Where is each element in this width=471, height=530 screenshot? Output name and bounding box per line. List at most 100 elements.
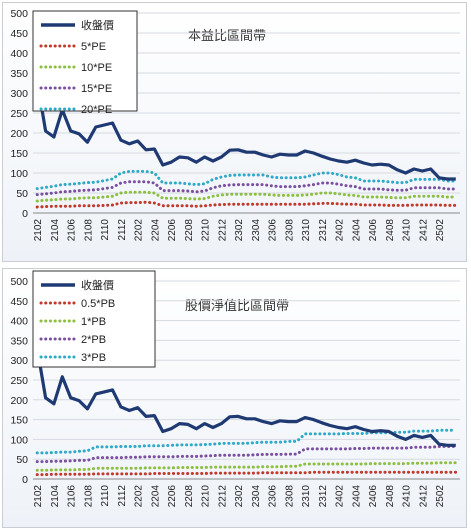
- pb-legend-box: [32, 270, 156, 368]
- pe-legend-label: 20*PE: [81, 104, 112, 116]
- pb-legend-label: 3*PB: [81, 352, 106, 364]
- pe-x-tick-label: 2412: [418, 219, 429, 242]
- pb-x-tick-label: 2502: [435, 485, 446, 508]
- pe-legend-label: 收盤價: [81, 18, 114, 32]
- pe-x-tick-label: 2410: [402, 219, 413, 242]
- pe-x-tick-label: 2110: [100, 219, 111, 241]
- pb-series-line-2: [35, 461, 458, 472]
- pe-x-tick-label: 2208: [184, 219, 195, 242]
- pe-legend: 收盤價 5*PE 10*PE 15*PE 20*PE: [32, 10, 138, 116]
- pe-x-tick-label: 2210: [201, 219, 212, 242]
- pb-y-tick-label: 50: [16, 454, 28, 466]
- pe-x-tick-label: 2212: [217, 219, 228, 242]
- pb-x-tick-label: 2206: [167, 485, 178, 508]
- pb-x-tick-label: 2310: [301, 485, 312, 508]
- pb-x-tick-label: 2112: [117, 485, 128, 507]
- pb-y-tick-label: 300: [10, 355, 28, 367]
- pb-x-tick-label: 2106: [67, 485, 78, 508]
- pe-x-tick-label: 2206: [167, 219, 178, 242]
- pe-y-tick-label: 150: [10, 148, 28, 160]
- pe-y-tick-label: 500: [10, 8, 28, 20]
- pb-x-tick-label: 2402: [335, 485, 346, 508]
- pb-x-tick-label: 2102: [33, 485, 44, 508]
- pe-series-line-4: [35, 169, 458, 191]
- pe-y-tick-label: 300: [10, 88, 28, 100]
- pe-band-chart-panel: 本益比區間帶 0 50 100 150 200 250 300 350 400 450 500 210…: [2, 2, 467, 262]
- pb-x-tick-label: 2104: [50, 485, 61, 508]
- pe-x-tick-label: 2106: [67, 219, 78, 242]
- pe-series-line-3: [35, 180, 458, 197]
- pb-series-line-1: [35, 470, 458, 477]
- pe-x-tick-label: 2112: [117, 219, 128, 241]
- pe-x-tick-label: 2204: [150, 219, 161, 242]
- pb-y-tick-label: 400: [10, 316, 28, 328]
- pe-legend-label: 15*PE: [81, 83, 112, 95]
- pb-x-tick-label: 2412: [418, 485, 429, 508]
- pe-x-tick-label: 2102: [33, 219, 44, 242]
- pb-legend-label: 0.5*PB: [81, 298, 115, 310]
- pb-y-tick-label: 100: [10, 434, 28, 446]
- pb-legend-label: 收盤價: [81, 278, 114, 292]
- pb-x-tick-label: 2410: [402, 485, 413, 508]
- pb-y-tick-label: 250: [10, 375, 28, 387]
- pe-series-line-1: [35, 200, 458, 209]
- pe-series-line-2: [35, 190, 458, 203]
- pb-x-tick-label: 2208: [184, 485, 195, 508]
- pb-y-tick-label: 450: [10, 296, 28, 308]
- pe-x-tick-label: 2302: [234, 219, 245, 242]
- pb-x-tick-label: 2404: [351, 485, 362, 508]
- pb-y-tick-label: 0: [22, 474, 28, 486]
- pe-x-tick-label: 2108: [83, 219, 94, 242]
- pb-x-tick-label: 2202: [134, 485, 145, 508]
- pe-x-tick-label: 2310: [301, 219, 312, 242]
- pb-legend-label: 1*PB: [81, 316, 106, 328]
- pb-x-tick-label: 2204: [150, 485, 161, 508]
- pe-x-tick-label: 2104: [50, 219, 61, 242]
- pb-band-chart-panel: 股價淨值比區間帶 0 50 100 150 200 250 300 350 400 450 500 2…: [2, 268, 467, 528]
- pb-x-tick-label: 2210: [201, 485, 212, 508]
- pe-legend-label: 5*PE: [81, 41, 106, 53]
- pb-y-tick-label: 500: [10, 276, 28, 288]
- pe-y-tick-label: 450: [10, 28, 28, 40]
- pe-y-tick-label: 400: [10, 48, 28, 60]
- pb-y-tick-label: 350: [10, 335, 28, 347]
- pb-y-tick-label: 150: [10, 415, 28, 427]
- pb-x-tick-label: 2110: [100, 485, 111, 507]
- pe-y-tick-label: 350: [10, 68, 28, 80]
- pe-x-tick-label: 2202: [134, 219, 145, 242]
- pb-y-tick-label: 200: [10, 395, 28, 407]
- pe-x-tick-label: 2404: [351, 219, 362, 242]
- pe-series-line-0: [35, 80, 456, 181]
- pe-x-tick-label: 2408: [385, 219, 396, 242]
- pe-x-tick-label: 2502: [435, 219, 446, 242]
- pe-x-tick-label: 2312: [318, 219, 329, 242]
- pb-x-tick-label: 2408: [385, 485, 396, 508]
- pe-x-tick-label: 2402: [335, 219, 346, 242]
- pb-x-tick-label: 2306: [268, 485, 279, 508]
- pb-series-line-0: [35, 348, 456, 447]
- pe-legend-label: 10*PE: [81, 62, 112, 74]
- pe-y-tick-label: 200: [10, 128, 28, 140]
- pb-x-tick-label: 2304: [251, 485, 262, 508]
- pb-legend: 收盤價 0.5*PB 1*PB 2*PB 3*PB: [32, 270, 156, 368]
- pb-chart-title: 股價淨值比區間帶: [185, 298, 289, 313]
- pb-band-chart: 股價淨值比區間帶 0 50 100 150 200 250 300 350 400 450 500 2…: [10, 270, 460, 508]
- pe-chart-title: 本益比區間帶: [188, 28, 266, 43]
- pb-x-tick-label: 2212: [217, 485, 228, 508]
- pe-x-tick-label: 2308: [284, 219, 295, 242]
- pb-x-tick-label: 2406: [368, 485, 379, 508]
- pe-legend-box: [32, 10, 138, 112]
- pb-x-tick-label: 2308: [284, 485, 295, 508]
- pe-y-tick-label: 100: [10, 168, 28, 180]
- pb-x-tick-label: 2108: [83, 485, 94, 508]
- pb-x-tick-label: 2312: [318, 485, 329, 508]
- pe-y-tick-label: 50: [16, 188, 28, 200]
- pe-y-tick-label: 0: [22, 208, 28, 220]
- pe-x-tick-label: 2306: [268, 219, 279, 242]
- pe-x-tick-label: 2304: [251, 219, 262, 242]
- pe-x-tick-label: 2406: [368, 219, 379, 242]
- pb-legend-label: 2*PB: [81, 334, 106, 346]
- pb-x-tick-label: 2302: [234, 485, 245, 508]
- pb-series-line-3: [35, 445, 458, 464]
- pe-y-tick-label: 250: [10, 108, 28, 120]
